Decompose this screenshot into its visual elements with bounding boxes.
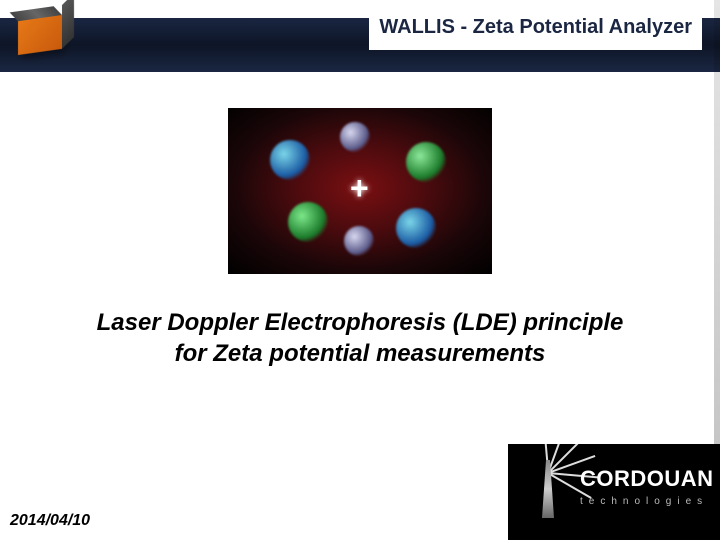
- central-charge-icon: +: [350, 170, 369, 207]
- ion-cluster: [340, 122, 370, 152]
- device-icon: [4, 0, 88, 72]
- particle-illustration: +: [228, 108, 492, 274]
- ion-cluster: [288, 202, 328, 242]
- brand-logo: CORDOUAN technologies: [508, 444, 720, 540]
- ion-cluster: [396, 208, 436, 248]
- ion-cluster: [406, 142, 446, 182]
- ion-cluster: [344, 226, 374, 256]
- slide-date: 2014/04/10: [10, 512, 90, 530]
- header-title: WALLIS - Zeta Potential Analyzer: [369, 4, 702, 50]
- title-line-2: for Zeta potential measurements: [175, 340, 546, 367]
- brand-tagline: technologies: [580, 496, 708, 507]
- brand-name: CORDOUAN: [580, 466, 714, 492]
- slide-title: Laser Doppler Electrophoresis (LDE) prin…: [0, 308, 720, 369]
- lighthouse-beams-icon: [528, 450, 588, 500]
- title-line-1: Laser Doppler Electrophoresis (LDE) prin…: [97, 309, 624, 336]
- ion-cluster: [270, 140, 310, 180]
- device-cube: [18, 15, 62, 55]
- page-shadow: [714, 0, 720, 540]
